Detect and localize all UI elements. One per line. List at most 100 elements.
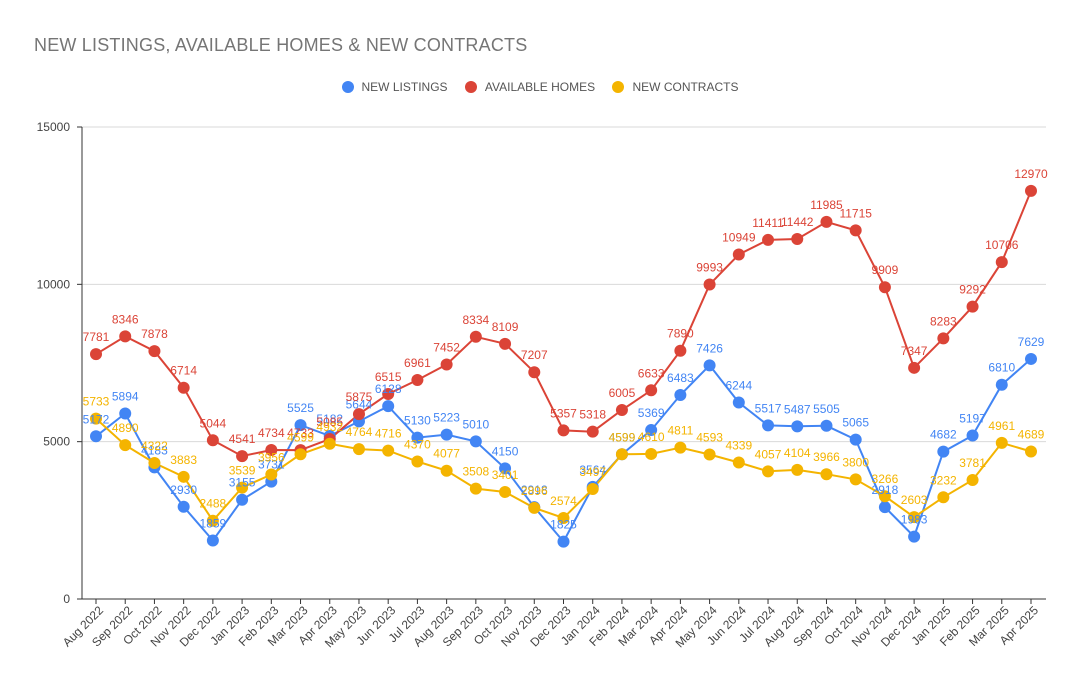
data-point-available-homes — [148, 345, 161, 358]
data-point-available-homes — [849, 224, 862, 237]
data-label-new-contracts: 3956 — [258, 451, 285, 465]
data-label-available-homes: 5875 — [346, 390, 373, 404]
data-point-new-contracts — [645, 447, 658, 460]
data-label-new-contracts: 3508 — [462, 465, 489, 479]
data-point-new-contracts — [499, 485, 512, 498]
data-point-new-listings — [469, 435, 482, 448]
legend-item-available-homes: AVAILABLE HOMES — [464, 80, 596, 94]
data-label-available-homes: 5044 — [200, 416, 227, 430]
data-label-new-listings: 5197 — [959, 411, 986, 425]
data-label-new-contracts: 4593 — [696, 430, 723, 444]
data-point-available-homes — [557, 424, 570, 437]
data-label-available-homes: 7878 — [141, 327, 168, 341]
data-label-new-listings: 5182 — [316, 412, 343, 426]
data-label-new-listings: 5369 — [638, 406, 665, 420]
data-label-available-homes: 7781 — [83, 330, 110, 344]
data-point-new-contracts — [90, 412, 102, 425]
data-point-available-homes — [645, 384, 658, 397]
data-label-new-listings: 1859 — [200, 517, 227, 531]
data-label-available-homes: 7452 — [433, 341, 460, 355]
data-label-new-contracts: 4716 — [375, 427, 402, 441]
legend-label-new-contracts: NEW CONTRACTS — [632, 80, 739, 94]
data-point-new-contracts — [119, 439, 132, 452]
data-point-new-contracts — [820, 468, 833, 481]
data-label-new-listings: 5065 — [842, 416, 869, 430]
data-point-new-listings — [236, 493, 249, 506]
data-label-available-homes: 10949 — [722, 230, 756, 244]
data-label-new-listings: 5894 — [112, 390, 139, 404]
data-label-new-listings: 5172 — [83, 412, 110, 426]
data-point-new-contracts — [323, 437, 336, 450]
data-label-new-listings: 5487 — [784, 402, 811, 416]
data-label-new-contracts: 2603 — [901, 493, 928, 507]
data-point-new-listings — [557, 535, 570, 548]
data-label-available-homes: 9292 — [959, 283, 986, 297]
y-tick-label: 15000 — [37, 120, 71, 134]
data-label-available-homes: 8346 — [112, 312, 139, 326]
legend-label-available-homes: AVAILABLE HOMES — [484, 80, 596, 94]
data-point-new-contracts — [732, 456, 745, 469]
data-label-new-listings: 3155 — [229, 476, 256, 490]
data-label-new-contracts: 3966 — [813, 450, 840, 464]
data-label-available-homes: 10706 — [985, 238, 1019, 252]
data-point-available-homes — [90, 348, 102, 361]
data-point-new-listings — [820, 419, 833, 432]
data-label-new-contracts: 2488 — [200, 497, 227, 511]
data-label-new-listings: 2918 — [872, 483, 899, 497]
y-tick-label: 10000 — [37, 277, 71, 291]
data-label-new-contracts: 3401 — [492, 468, 519, 482]
data-point-new-listings — [206, 534, 219, 547]
data-label-new-listings: 5505 — [813, 402, 840, 416]
data-label-new-contracts: 4932 — [316, 420, 343, 434]
data-label-new-contracts: 4599 — [287, 430, 314, 444]
data-label-new-contracts: 2896 — [521, 484, 548, 498]
data-point-new-contracts — [674, 441, 687, 454]
data-point-new-listings — [732, 396, 745, 409]
data-point-new-contracts — [440, 464, 453, 477]
data-point-available-homes — [499, 337, 512, 350]
data-point-new-contracts — [878, 490, 891, 503]
data-label-new-listings: 4183 — [141, 443, 168, 457]
data-point-new-contracts — [762, 465, 775, 478]
data-label-available-homes: 6633 — [638, 366, 665, 380]
data-label-available-homes: 6961 — [404, 356, 431, 370]
data-point-available-homes — [937, 332, 950, 345]
data-label-new-contracts: 4370 — [404, 437, 431, 451]
data-point-new-contracts — [382, 444, 395, 457]
data-label-new-listings: 5525 — [287, 401, 314, 415]
data-point-available-homes — [995, 256, 1008, 269]
data-point-new-contracts — [236, 481, 249, 494]
data-point-new-listings — [908, 530, 921, 543]
data-point-new-listings — [703, 359, 716, 372]
data-label-new-contracts: 4322 — [141, 439, 168, 453]
data-point-new-contracts — [528, 501, 541, 514]
data-point-new-listings — [1025, 352, 1037, 365]
legend-item-new-listings: NEW LISTINGS — [341, 80, 448, 94]
data-label-new-contracts: 3266 — [872, 472, 899, 486]
data-point-available-homes — [352, 408, 365, 421]
data-point-new-listings — [119, 407, 132, 420]
data-point-new-contracts — [1025, 445, 1037, 458]
data-point-new-listings — [849, 433, 862, 446]
data-point-available-homes — [236, 450, 249, 463]
data-label-new-listings: 4599 — [609, 430, 636, 444]
data-point-available-homes — [206, 434, 219, 447]
data-point-new-contracts — [206, 514, 219, 527]
data-label-available-homes: 6515 — [375, 370, 402, 384]
data-label-new-listings: 7426 — [696, 341, 723, 355]
data-point-new-listings — [382, 400, 395, 413]
data-label-new-contracts: 4961 — [988, 419, 1015, 433]
data-label-new-contracts: 4689 — [1018, 427, 1045, 441]
data-point-new-contracts — [177, 470, 190, 483]
data-label-new-contracts: 5733 — [83, 395, 110, 409]
data-label-available-homes: 9909 — [872, 263, 899, 277]
data-label-new-contracts: 4764 — [346, 425, 373, 439]
data-label-new-contracts: 2574 — [550, 494, 577, 508]
data-point-available-homes — [732, 248, 745, 261]
data-point-new-listings — [878, 501, 891, 514]
data-label-new-listings: 6244 — [725, 379, 752, 393]
data-point-new-contracts — [937, 491, 950, 504]
data-label-available-homes: 7890 — [667, 327, 694, 341]
legend-swatch-available-homes — [464, 81, 477, 93]
